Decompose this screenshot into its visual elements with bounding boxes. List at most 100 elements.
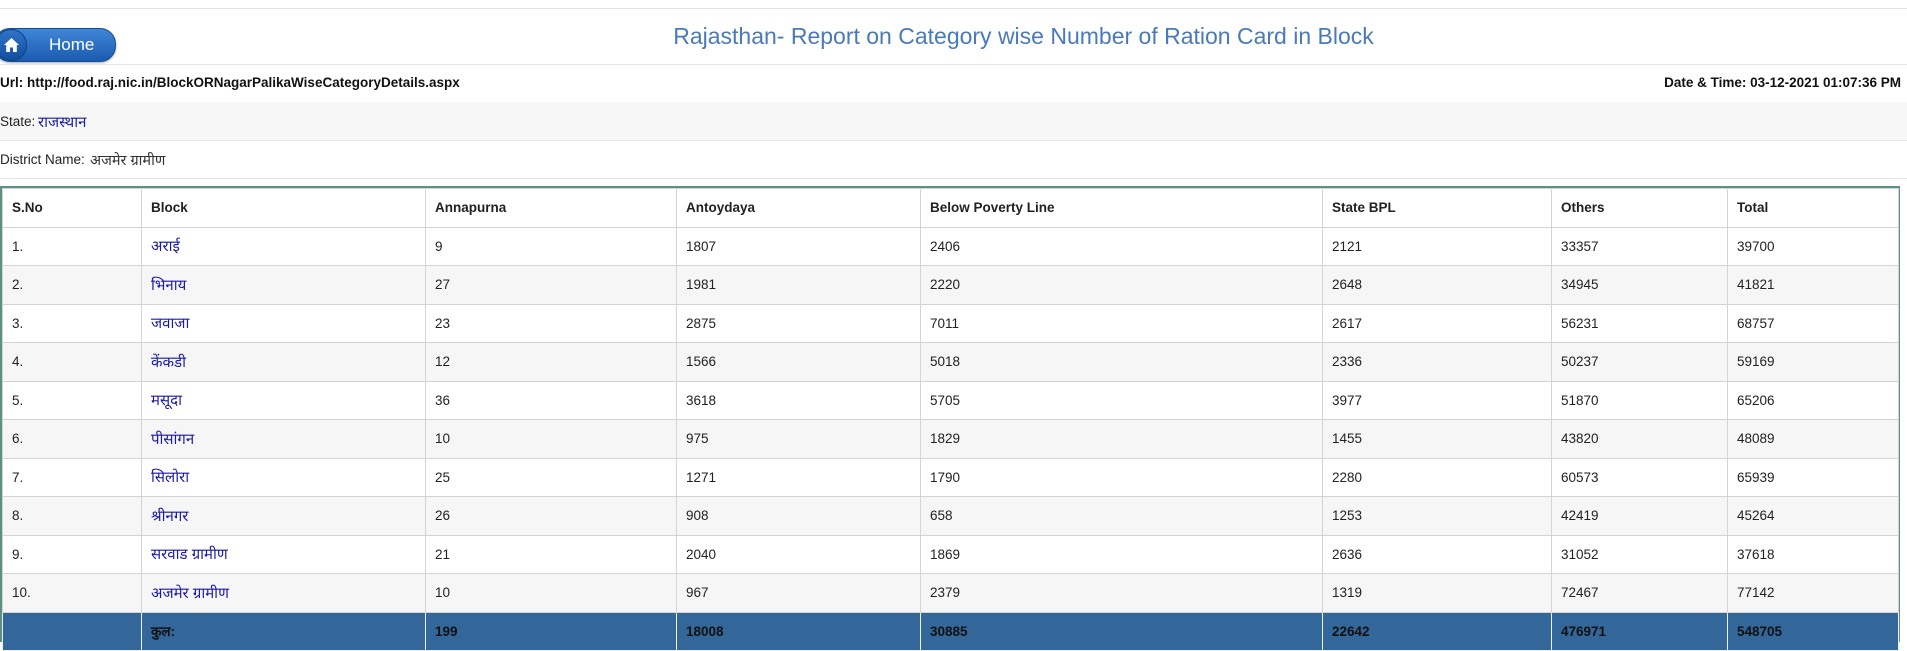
cell-sno: 10. (2, 573, 142, 613)
datetime-info: Date & Time: 03-12-2021 01:07:36 PM (1664, 75, 1901, 90)
cell-block: सिलोरा (141, 457, 426, 497)
table-row: 3. जवाजा 23 2875 7011 2617 56231 68757 (2, 303, 1899, 343)
cell-footer-label: कुल: (141, 611, 426, 651)
cell-block: केंकडी (141, 342, 426, 382)
cell-antoydaya: 1807 (676, 226, 921, 266)
url-value: http://food.raj.nic.in/BlockORNagarPalik… (27, 75, 460, 90)
cell-bpl: 7011 (920, 303, 1323, 343)
cell-antoydaya: 975 (676, 419, 921, 459)
table-row: 5. मसूदा 36 3618 5705 3977 51870 65206 (2, 380, 1899, 420)
cell-bpl: 5705 (920, 380, 1323, 420)
cell-antoydaya: 2875 (676, 303, 921, 343)
cell-total: 65939 (1727, 457, 1899, 497)
cell-total: 68757 (1727, 303, 1899, 343)
table-header-row: S.No Block Annapurna Antoydaya Below Pov… (2, 188, 1899, 228)
cell-total: 41821 (1727, 265, 1899, 305)
top-divider (0, 8, 1907, 9)
cell-others: 60573 (1551, 457, 1728, 497)
cell-bpl: 658 (920, 496, 1323, 536)
cell-antoydaya: 3618 (676, 380, 921, 420)
cell-state-bpl: 1253 (1322, 496, 1552, 536)
block-link[interactable]: भिनाय (151, 276, 187, 294)
cell-others: 42419 (1551, 496, 1728, 536)
block-link[interactable]: अजमेर ग्रामीण (151, 584, 229, 602)
cell-block: सरवाड ग्रामीण (141, 534, 426, 574)
cell-block: अजमेर ग्रामीण (141, 573, 426, 613)
block-link[interactable]: श्रीनगर (151, 507, 189, 525)
cell-state-bpl: 1319 (1322, 573, 1552, 613)
cell-state-bpl: 2280 (1322, 457, 1552, 497)
block-link[interactable]: पीसांगन (151, 430, 195, 448)
state-label: State: (0, 114, 36, 129)
block-link[interactable]: जवाजा (151, 315, 190, 333)
cell-others: 72467 (1551, 573, 1728, 613)
cell-antoydaya: 1566 (676, 342, 921, 382)
cell-annapurna: 26 (425, 496, 677, 536)
cell-block: भिनाय (141, 265, 426, 305)
cell-total: 77142 (1727, 573, 1899, 613)
cell-sno: 6. (2, 419, 142, 459)
cell-block: श्रीनगर (141, 496, 426, 536)
cell-sno: 2. (2, 265, 142, 305)
page-title: Rajasthan- Report on Category wise Numbe… (673, 23, 1374, 49)
block-link[interactable]: सिलोरा (151, 469, 190, 487)
cell-others: 43820 (1551, 419, 1728, 459)
cell-others: 31052 (1551, 534, 1728, 574)
state-value: राजस्थान (38, 114, 87, 131)
cell-bpl: 2220 (920, 265, 1323, 305)
url-label: Url: (0, 75, 24, 90)
cell-state-bpl: 3977 (1322, 380, 1552, 420)
cell-others: 34945 (1551, 265, 1728, 305)
table-row: 9. सरवाड ग्रामीण 21 2040 1869 2636 31052… (2, 534, 1899, 574)
cell-annapurna: 25 (425, 457, 677, 497)
cell-total: 59169 (1727, 342, 1899, 382)
cell-footer-blank (2, 611, 142, 651)
cell-block: पीसांगन (141, 419, 426, 459)
cell-annapurna: 10 (425, 419, 677, 459)
cell-bpl: 1790 (920, 457, 1323, 497)
cell-sno: 1. (2, 226, 142, 266)
table-row: 2. भिनाय 27 1981 2220 2648 34945 41821 (2, 265, 1899, 305)
column-header-state-bpl: State BPL (1322, 188, 1552, 228)
cell-footer-antoydaya: 18008 (676, 611, 921, 651)
cell-others: 56231 (1551, 303, 1728, 343)
cell-annapurna: 9 (425, 226, 677, 266)
home-icon (4, 38, 19, 52)
cell-total: 39700 (1727, 226, 1899, 266)
cell-bpl: 1869 (920, 534, 1323, 574)
cell-bpl: 2406 (920, 226, 1323, 266)
cell-state-bpl: 2617 (1322, 303, 1552, 343)
report-grid: S.No Block Annapurna Antoydaya Below Pov… (0, 186, 1900, 651)
cell-state-bpl: 2336 (1322, 342, 1552, 382)
cell-antoydaya: 967 (676, 573, 921, 613)
block-link[interactable]: मसूदा (151, 392, 182, 410)
cell-annapurna: 10 (425, 573, 677, 613)
cell-bpl: 5018 (920, 342, 1323, 382)
cell-block: जवाजा (141, 303, 426, 343)
cell-antoydaya: 908 (676, 496, 921, 536)
report-table: S.No Block Annapurna Antoydaya Below Pov… (2, 188, 1899, 651)
table-row: 8. श्रीनगर 26 908 658 1253 42419 45264 (2, 496, 1899, 536)
block-link[interactable]: अराई (151, 238, 180, 256)
column-header-others: Others (1551, 188, 1728, 228)
cell-antoydaya: 2040 (676, 534, 921, 574)
block-link[interactable]: सरवाड ग्रामीण (151, 546, 228, 564)
cell-state-bpl: 1455 (1322, 419, 1552, 459)
divider (0, 140, 1907, 141)
cell-block: अराई (141, 226, 426, 266)
cell-others: 51870 (1551, 380, 1728, 420)
home-button[interactable]: Home (0, 28, 116, 62)
cell-others: 50237 (1551, 342, 1728, 382)
column-header-total: Total (1727, 188, 1899, 228)
cell-sno: 5. (2, 380, 142, 420)
table-row: 7. सिलोरा 25 1271 1790 2280 60573 65939 (2, 457, 1899, 497)
column-header-annapurna: Annapurna (425, 188, 677, 228)
cell-sno: 7. (2, 457, 142, 497)
table-row: 6. पीसांगन 10 975 1829 1455 43820 48089 (2, 419, 1899, 459)
cell-total: 65206 (1727, 380, 1899, 420)
cell-annapurna: 21 (425, 534, 677, 574)
block-link[interactable]: केंकडी (151, 353, 186, 371)
state-row: State: राजस्थान (0, 102, 1907, 140)
cell-footer-annapurna: 199 (425, 611, 677, 651)
cell-state-bpl: 2121 (1322, 226, 1552, 266)
